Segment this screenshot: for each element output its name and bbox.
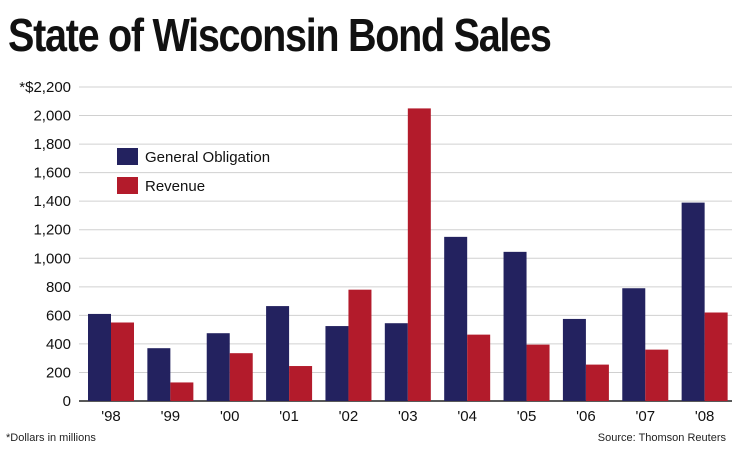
bar-revenue [645, 349, 669, 401]
bar-general-obligation [444, 236, 468, 401]
bar-general-obligation [384, 323, 408, 401]
x-tick-label: '01 [279, 408, 299, 425]
bar-revenue [704, 312, 728, 401]
source-credit: Source: Thomson Reuters [597, 432, 726, 444]
bar-revenue [348, 289, 372, 401]
x-tick-label: '03 [398, 408, 418, 425]
bar-revenue [289, 366, 313, 401]
x-tick-label: '00 [220, 408, 240, 425]
y-tick-label: 400 [46, 336, 71, 353]
bar-general-obligation [206, 333, 230, 401]
bar-general-obligation [562, 318, 586, 401]
x-tick-label: '06 [576, 408, 596, 425]
y-tick-label: 0 [63, 393, 71, 410]
x-tick-label: '04 [457, 408, 477, 425]
x-tick-label: '07 [635, 408, 655, 425]
y-tick-label: 1,400 [33, 193, 71, 210]
y-tick-label: 1,200 [33, 222, 71, 239]
bar-revenue [229, 353, 253, 401]
legend-label: General Obligation [145, 149, 270, 166]
y-tick-label: *$2,200 [19, 79, 71, 96]
bar-general-obligation [88, 313, 111, 401]
y-tick-label: 1,600 [33, 165, 71, 182]
y-tick-label: 2,000 [33, 108, 71, 125]
footnote: *Dollars in millions [6, 432, 96, 444]
bar-general-obligation [622, 288, 646, 401]
bar-revenue [585, 364, 609, 401]
chart-title: State of Wisconsin Bond Sales [8, 9, 552, 61]
legend-swatch [117, 177, 138, 194]
legend-swatch [117, 148, 138, 165]
legend-label: Revenue [145, 178, 205, 195]
legend: General Obligation Revenue [117, 148, 270, 195]
y-tick-label: 800 [46, 279, 71, 296]
x-tick-label: '99 [161, 408, 181, 425]
x-tick-label: '02 [339, 408, 359, 425]
bars [88, 108, 728, 401]
x-tick-label: '05 [517, 408, 537, 425]
x-tick-label: '98 [101, 408, 121, 425]
bar-revenue [111, 322, 134, 401]
bar-general-obligation [503, 251, 527, 401]
x-tick-label: '08 [695, 408, 715, 425]
x-axis-ticks: '98 '99 '00 '01 '02 '03 '04 '05 '06 '07 '08 [101, 408, 714, 425]
y-tick-label: 200 [46, 364, 71, 381]
bar-general-obligation [147, 348, 171, 401]
bar-revenue [467, 334, 491, 401]
y-axis-ticks: 0 200 400 600 800 1,000 1,200 1,400 1,600 1,800 2,… [19, 79, 71, 410]
y-tick-label: 600 [46, 307, 71, 324]
bar-general-obligation [325, 326, 349, 401]
bar-revenue [526, 344, 550, 401]
bar-general-obligation [266, 306, 290, 401]
bar-general-obligation [681, 202, 705, 401]
bar-revenue [170, 382, 194, 401]
bar-revenue [407, 108, 431, 401]
y-tick-label: 1,000 [33, 250, 71, 267]
y-tick-label: 1,800 [33, 136, 71, 153]
